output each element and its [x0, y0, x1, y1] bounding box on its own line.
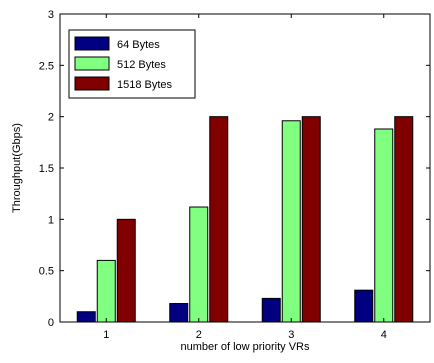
bar-512-bytes-1 — [96, 259, 116, 323]
bar-64-bytes-3 — [261, 297, 281, 323]
y-tick-label: 3 — [48, 9, 54, 21]
y-tick-label: 1 — [48, 214, 54, 226]
legend-swatch — [74, 36, 110, 51]
bar-1518-bytes-2 — [209, 116, 229, 323]
x-tick-label: 2 — [196, 329, 202, 341]
y-tick-label: 2 — [48, 112, 54, 124]
legend-label: 64 Bytes — [117, 39, 160, 51]
y-tick-label: 0.5 — [39, 266, 54, 278]
bar-64-bytes-1 — [76, 311, 96, 323]
bar-512-bytes-2 — [189, 206, 209, 323]
legend-swatch — [74, 76, 110, 91]
y-axis-label: Throughput(Gbps) — [11, 123, 23, 213]
x-tick-label: 3 — [288, 329, 294, 341]
bar-512-bytes-3 — [281, 120, 301, 323]
legend-label: 1518 Bytes — [117, 79, 173, 91]
bars-layer — [76, 116, 414, 323]
y-tick-label: 0 — [48, 317, 54, 329]
x-tick-label: 1 — [103, 329, 109, 341]
bar-512-bytes-4 — [374, 128, 394, 323]
bar-64-bytes-4 — [354, 289, 374, 323]
legend: 64 Bytes 512 Bytes 1518 Bytes — [68, 29, 196, 99]
legend-swatch — [74, 56, 110, 71]
bar-64-bytes-2 — [169, 303, 189, 323]
y-tick-label: 2.5 — [39, 60, 54, 72]
bar-1518-bytes-1 — [116, 218, 136, 323]
bar-1518-bytes-3 — [301, 116, 321, 323]
bar-1518-bytes-4 — [394, 116, 414, 323]
legend-label: 512 Bytes — [117, 59, 166, 71]
y-tick-label: 1.5 — [39, 163, 54, 175]
y-axis: 0 0.5 1 1.5 2 2.5 3 — [39, 9, 430, 329]
x-axis-label: number of low priority VRs — [181, 341, 310, 353]
x-tick-label: 4 — [381, 329, 387, 341]
x-axis: 1 2 3 4 — [103, 14, 387, 341]
